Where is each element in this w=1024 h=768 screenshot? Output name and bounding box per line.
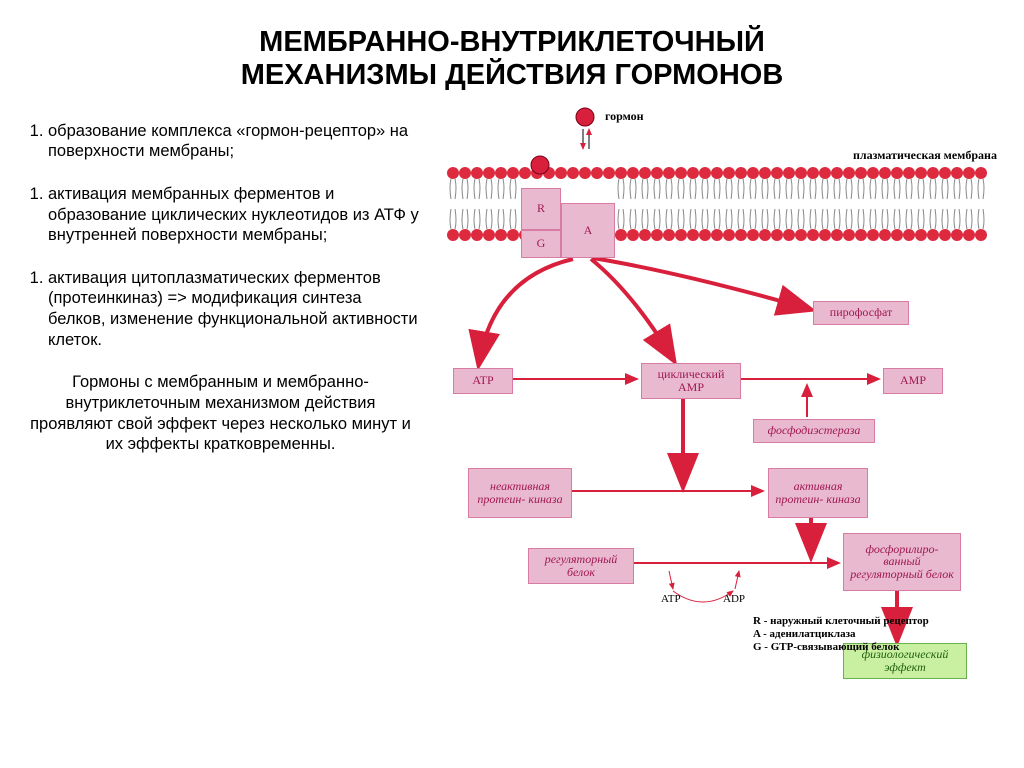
list-item-2: активация мембранных ферментов и образов… — [48, 184, 423, 246]
text-column: образование комплекса «гормон-рецептор» … — [18, 103, 423, 713]
box-regbelok: регуляторный белок — [528, 548, 634, 584]
label-membrane: плазматическая мембрана — [853, 148, 997, 163]
label-adp-small: ADP — [723, 593, 745, 605]
label-atp-small: ATP — [661, 593, 681, 605]
legend: R - наружный клеточный рецептор A - аден… — [753, 615, 929, 654]
protein-G: G — [521, 230, 561, 258]
summary-text: Гормоны с мембранным и мембранно-внутрик… — [18, 372, 423, 455]
title-line-1: МЕМБРАННО-ВНУТРИКЛЕТОЧНЫЙ — [259, 26, 765, 58]
protein-R: R — [521, 188, 561, 230]
protein-A: A — [561, 203, 615, 258]
box-pde: фосфодиэстераза — [753, 419, 875, 443]
list-item-1: образование комплекса «гормон-рецептор» … — [48, 121, 423, 162]
title-line-2: МЕХАНИЗМЫ ДЕЙСТВИЯ ГОРМОНОВ — [241, 59, 784, 91]
box-inactive: неактивная протеин- киназа — [468, 468, 572, 518]
box-camp: циклический AMP — [641, 363, 741, 399]
box-phosbelok: фосфорилиро- ванный регуляторный белок — [843, 533, 961, 591]
box-amp: AMP — [883, 368, 943, 394]
legend-g: G - GTP-связывающий белок — [753, 641, 929, 653]
box-pyro: пирофосфат — [813, 301, 909, 325]
list-item-3: активация цитоплазматических ферментов (… — [48, 268, 423, 351]
legend-a: A - аденилатциклаза — [753, 628, 929, 640]
box-active: активная протеин- киназа — [768, 468, 868, 518]
legend-r: R - наружный клеточный рецептор — [753, 615, 929, 627]
label-hormone: гормон — [605, 109, 644, 124]
box-atp: ATP — [453, 368, 513, 394]
diagram-area: гормон плазматическая мембрана R G A ATP… — [423, 103, 1006, 713]
